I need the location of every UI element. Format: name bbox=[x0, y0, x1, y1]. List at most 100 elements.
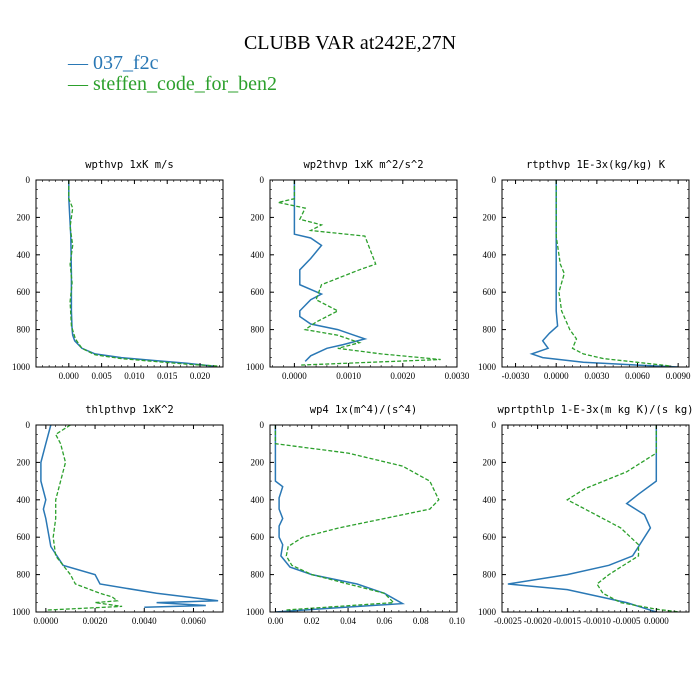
series-line-2 bbox=[274, 425, 440, 611]
x-tick-label: 0.0020 bbox=[83, 616, 108, 626]
x-tick-label: 0.10 bbox=[449, 616, 465, 626]
x-tick-label: 0.00 bbox=[268, 616, 284, 626]
x-tick-label: -0.0015 bbox=[553, 616, 581, 626]
series-line-2 bbox=[68, 180, 220, 367]
series-line-1 bbox=[274, 425, 406, 612]
y-tick-label: 400 bbox=[17, 250, 31, 260]
series-line-2 bbox=[565, 425, 681, 612]
y-tick-label: 1000 bbox=[478, 607, 497, 617]
y-tick-label: 400 bbox=[483, 495, 497, 505]
y-tick-label: 1000 bbox=[12, 607, 31, 617]
series-line-2 bbox=[555, 180, 672, 367]
plot-frame bbox=[35, 424, 224, 613]
y-tick-label: 1000 bbox=[246, 607, 265, 617]
x-tick-label: 0.005 bbox=[91, 371, 112, 381]
y-tick-label: 400 bbox=[251, 250, 265, 260]
x-tick-label: 0.0010 bbox=[336, 371, 361, 381]
figure-title: CLUBB VAR at242E,27N bbox=[244, 32, 456, 54]
y-tick-label: 800 bbox=[483, 570, 497, 580]
y-tick-label: 1000 bbox=[246, 362, 265, 372]
x-tick-label: 0.0060 bbox=[625, 371, 650, 381]
x-tick-label: 0.04 bbox=[340, 616, 356, 626]
x-tick-label: 0.0000 bbox=[544, 371, 569, 381]
legend-entry-037-f2c: — 037_f2c bbox=[67, 52, 159, 74]
series-line-1 bbox=[507, 425, 658, 612]
x-tick-label: 0.0000 bbox=[33, 616, 58, 626]
y-tick-label: 600 bbox=[483, 532, 497, 542]
y-tick-label: 800 bbox=[251, 570, 265, 580]
panel-title: wp4 1x(m^4)/(s^4) bbox=[310, 404, 417, 416]
legend-entry-steffen-code-for-ben2: — steffen_code_for_ben2 bbox=[67, 73, 277, 95]
y-tick-label: 0 bbox=[260, 175, 265, 185]
y-tick-label: 600 bbox=[251, 287, 265, 297]
x-tick-label: -0.0005 bbox=[613, 616, 641, 626]
x-tick-label: 0.0000 bbox=[644, 616, 669, 626]
x-tick-label: 0.0030 bbox=[584, 371, 609, 381]
x-tick-label: -0.0020 bbox=[524, 616, 552, 626]
y-tick-label: 1000 bbox=[12, 362, 31, 372]
x-tick-label: 0.0060 bbox=[181, 616, 206, 626]
y-tick-label: 600 bbox=[17, 287, 31, 297]
series-line-2 bbox=[277, 180, 441, 366]
y-tick-label: 800 bbox=[17, 325, 31, 335]
y-tick-label: 800 bbox=[17, 570, 31, 580]
y-tick-label: 200 bbox=[17, 457, 31, 467]
y-tick-label: 600 bbox=[251, 532, 265, 542]
series-line-1 bbox=[40, 425, 219, 609]
plot-frame bbox=[501, 179, 690, 368]
y-tick-label: 0 bbox=[492, 175, 497, 185]
y-tick-label: 1000 bbox=[478, 362, 497, 372]
x-tick-label: 0.0090 bbox=[666, 371, 691, 381]
series-line-1 bbox=[68, 180, 214, 367]
chart-panel-1: wpthvp 1xK m/s 0 200 400 600 800 1000 0.000 0.00… bbox=[12, 159, 224, 381]
series-line-2 bbox=[45, 425, 123, 611]
x-tick-label: 0.02 bbox=[304, 616, 320, 626]
series-line-1 bbox=[293, 180, 368, 362]
x-tick-label: 0.015 bbox=[157, 371, 178, 381]
plot-frame bbox=[501, 424, 690, 613]
x-tick-label: 0.0020 bbox=[390, 371, 415, 381]
x-tick-label: 0.0000 bbox=[282, 371, 307, 381]
chart-panel-2: wp2thvp 1xK m^2/s^2 0 200 400 600 800 1000 0.00… bbox=[246, 159, 470, 381]
x-tick-label: 0.010 bbox=[124, 371, 145, 381]
plot-frame bbox=[35, 179, 224, 368]
panel-title: rtpthvp 1E-3x(kg/kg) K bbox=[526, 159, 666, 171]
y-tick-label: 600 bbox=[17, 532, 31, 542]
y-tick-label: 200 bbox=[17, 212, 31, 222]
panel-title: wp2thvp 1xK m^2/s^2 bbox=[303, 159, 423, 171]
y-tick-label: 0 bbox=[26, 175, 31, 185]
plot-frame bbox=[269, 424, 458, 613]
y-tick-label: 400 bbox=[17, 495, 31, 505]
y-tick-label: 400 bbox=[251, 495, 265, 505]
chart-panel-6: wprtpthlp 1-E-3x(m kg K)/(s kg)0 200 400 60… bbox=[478, 404, 693, 626]
y-tick-label: 0 bbox=[260, 420, 265, 430]
y-tick-label: 400 bbox=[483, 250, 497, 260]
series-line-1 bbox=[529, 180, 679, 367]
y-tick-label: 800 bbox=[483, 325, 497, 335]
y-tick-label: 600 bbox=[483, 287, 497, 297]
y-tick-label: 200 bbox=[483, 212, 497, 222]
y-tick-label: 800 bbox=[251, 325, 265, 335]
y-tick-label: 200 bbox=[483, 457, 497, 467]
panel-title: thlpthvp 1xK^2 bbox=[85, 404, 174, 416]
y-tick-label: 0 bbox=[492, 420, 497, 430]
x-tick-label: -0.0010 bbox=[583, 616, 611, 626]
panel-title: wprtpthlp 1-E-3x(m kg K)/(s kg) bbox=[498, 404, 694, 416]
x-tick-label: 0.06 bbox=[377, 616, 393, 626]
x-tick-label: -0.0025 bbox=[494, 616, 522, 626]
y-tick-label: 200 bbox=[251, 212, 265, 222]
legend: — 037_f2c — steffen_code_for_ben2 bbox=[67, 52, 277, 95]
x-tick-label: 0.020 bbox=[190, 371, 211, 381]
x-tick-label: -0.0030 bbox=[502, 371, 530, 381]
x-tick-label: 0.08 bbox=[413, 616, 429, 626]
chart-panel-3: rtpthvp 1E-3x(kg/kg) K 0 200 400 600 800 1000-… bbox=[478, 159, 691, 381]
x-tick-label: 0.0030 bbox=[445, 371, 470, 381]
x-tick-label: 0.000 bbox=[59, 371, 80, 381]
x-tick-label: 0.0040 bbox=[132, 616, 157, 626]
y-tick-label: 0 bbox=[26, 420, 31, 430]
panel-title: wpthvp 1xK m/s bbox=[85, 159, 174, 171]
